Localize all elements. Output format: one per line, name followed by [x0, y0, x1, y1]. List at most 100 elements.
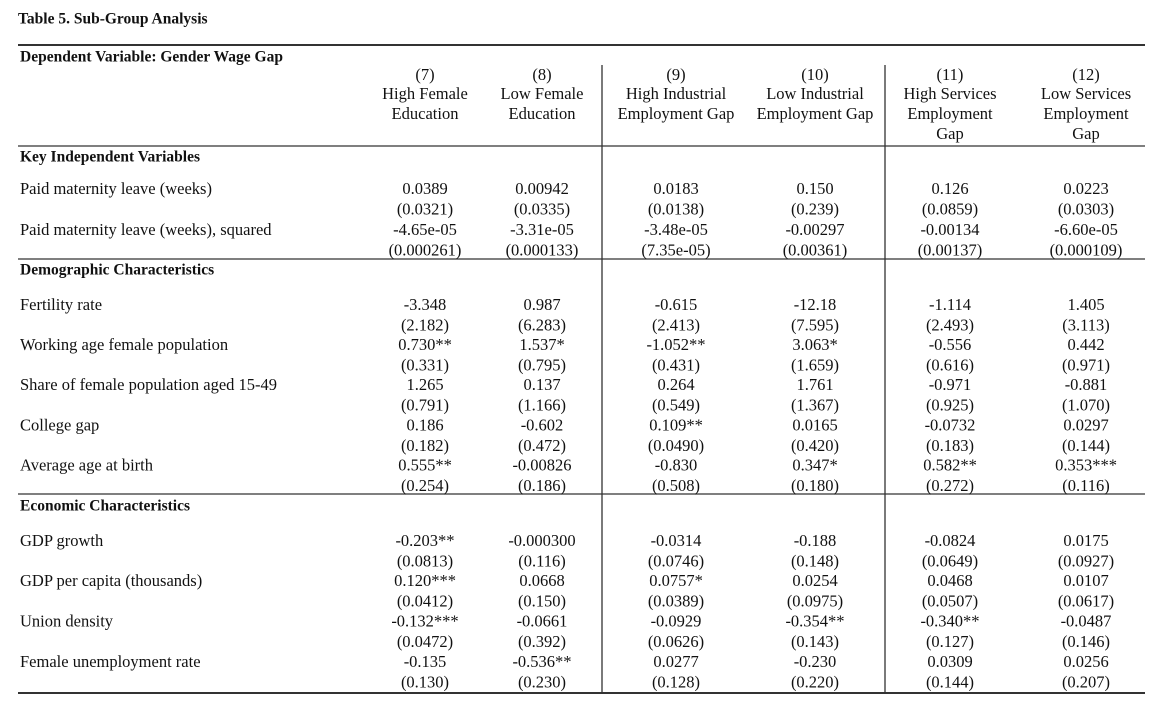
- coefficient: 0.0165: [792, 415, 837, 434]
- standard-error: (0.144): [1062, 436, 1110, 455]
- standard-error: (0.239): [791, 199, 839, 218]
- standard-error: (0.0138): [648, 199, 704, 218]
- coefficient: -0.354**: [785, 612, 844, 631]
- row-label: Fertility rate: [20, 295, 102, 314]
- standard-error: (0.230): [518, 672, 566, 691]
- dependent-variable: Dependent Variable: Gender Wage Gap: [20, 49, 283, 66]
- column-number: (9): [666, 65, 685, 84]
- standard-error: (0.925): [926, 396, 974, 415]
- row-label: Union density: [20, 612, 114, 631]
- standard-error: (0.0927): [1058, 551, 1114, 570]
- row-label: GDP per capita (thousands): [20, 571, 202, 590]
- standard-error: (2.413): [652, 315, 700, 334]
- standard-error: (0.0649): [922, 551, 978, 570]
- section-title: Economic Characteristics: [20, 498, 190, 515]
- coefficient: 0.0668: [519, 571, 564, 590]
- standard-error: (0.420): [791, 436, 839, 455]
- row-label: College gap: [20, 415, 99, 434]
- column-number: (8): [532, 65, 551, 84]
- coefficient: -0.881: [1065, 375, 1108, 394]
- column-label: Employment Gap: [618, 104, 735, 123]
- coefficient: 0.353***: [1055, 456, 1117, 475]
- coefficient: -0.602: [521, 415, 564, 434]
- coefficient: -0.230: [794, 652, 837, 671]
- standard-error: (0.0617): [1058, 592, 1114, 611]
- coefficient: -0.830: [655, 456, 698, 475]
- column-label: Gap: [936, 124, 964, 143]
- standard-error: (0.0746): [648, 551, 704, 570]
- coefficient: -0.00826: [512, 456, 571, 475]
- standard-error: (0.0389): [648, 592, 704, 611]
- coefficient: -3.31e-05: [510, 220, 574, 239]
- coefficient: -0.000300: [508, 531, 575, 550]
- standard-error: (0.116): [518, 551, 566, 570]
- row-label: Paid maternity leave (weeks): [20, 179, 212, 198]
- column-label: High Female: [382, 84, 468, 103]
- standard-error: (1.070): [1062, 396, 1110, 415]
- column-label: Gap: [1072, 124, 1100, 143]
- standard-error: (0.272): [926, 476, 974, 495]
- standard-error: (0.130): [401, 672, 449, 691]
- standard-error: (0.00361): [783, 240, 848, 259]
- coefficient: -3.48e-05: [644, 220, 708, 239]
- standard-error: (0.0626): [648, 632, 704, 651]
- coefficient: -0.971: [929, 375, 972, 394]
- standard-error: (0.144): [926, 672, 974, 691]
- standard-error: (0.0813): [397, 551, 453, 570]
- row-label: Working age female population: [20, 335, 228, 354]
- standard-error: (7.595): [791, 315, 839, 334]
- coefficient: -0.135: [404, 652, 447, 671]
- column-label: High Industrial: [626, 84, 727, 103]
- standard-error: (0.127): [926, 632, 974, 651]
- standard-error: (0.331): [401, 355, 449, 374]
- coefficient: 0.109**: [649, 415, 703, 434]
- standard-error: (0.000109): [1050, 240, 1123, 259]
- coefficient: 0.0175: [1063, 531, 1108, 550]
- row-label: GDP growth: [20, 531, 104, 550]
- column-label: Employment Gap: [757, 104, 874, 123]
- coefficient: -0.0661: [517, 612, 568, 631]
- coefficient: 0.0468: [927, 571, 972, 590]
- standard-error: (0.186): [518, 476, 566, 495]
- coefficient: -0.0824: [925, 531, 976, 550]
- coefficient: 0.987: [523, 295, 560, 314]
- standard-error: (0.146): [1062, 632, 1110, 651]
- coefficient: 0.0256: [1063, 652, 1108, 671]
- coefficient: -0.00297: [785, 220, 844, 239]
- standard-error: (0.0490): [648, 436, 704, 455]
- standard-error: (0.180): [791, 476, 839, 495]
- column-label: Low Services: [1041, 84, 1131, 103]
- row-label: Share of female population aged 15-49: [20, 375, 277, 394]
- standard-error: (0.0472): [397, 632, 453, 651]
- standard-error: (6.283): [518, 315, 566, 334]
- coefficient: -0.615: [655, 295, 698, 314]
- coefficient: 0.0389: [402, 179, 447, 198]
- coefficient: 0.0297: [1063, 415, 1108, 434]
- standard-error: (0.0412): [397, 592, 453, 611]
- standard-error: (0.000261): [389, 240, 462, 259]
- row-label: Average age at birth: [20, 456, 154, 475]
- column-number: (10): [801, 65, 829, 84]
- coefficient: 0.0107: [1063, 571, 1108, 590]
- standard-error: (0.150): [518, 592, 566, 611]
- standard-error: (1.367): [791, 396, 839, 415]
- coefficient: 0.0757*: [649, 571, 703, 590]
- coefficient: 0.264: [657, 375, 694, 394]
- coefficient: 0.137: [523, 375, 560, 394]
- coefficient: -0.132***: [391, 612, 458, 631]
- standard-error: (0.143): [791, 632, 839, 651]
- coefficient: 0.00942: [515, 179, 569, 198]
- coefficient: 0.0254: [792, 571, 837, 590]
- coefficient: 0.730**: [398, 335, 452, 354]
- coefficient: 0.150: [796, 179, 833, 198]
- row-label: Female unemployment rate: [20, 652, 201, 671]
- standard-error: (0.0303): [1058, 199, 1114, 218]
- standard-error: (2.493): [926, 315, 974, 334]
- section-title: Demographic Characteristics: [20, 262, 214, 279]
- standard-error: (0.472): [518, 436, 566, 455]
- standard-error: (0.616): [926, 355, 974, 374]
- column-number: (11): [937, 65, 964, 84]
- standard-error: (0.0321): [397, 199, 453, 218]
